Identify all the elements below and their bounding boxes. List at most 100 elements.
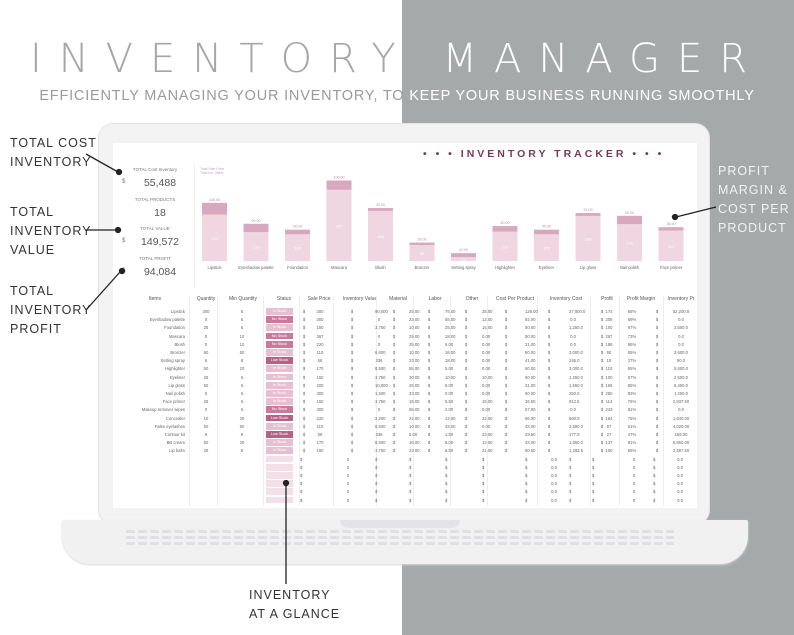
bar-top-label: 50.00 bbox=[542, 225, 551, 229]
status-badge: In Stock bbox=[266, 349, 293, 356]
table-row[interactable]: Mascara 0 10 No Stock $367 $0 $25.00 $18.00 $0.0… bbox=[125, 332, 697, 341]
table-cell: 81% bbox=[627, 407, 637, 413]
profit-chart: Total Sale Price Total Inv. Value 126.00… bbox=[197, 165, 697, 275]
table-row[interactable]: Eyeshadow palette 0 5 No Stock $300 $0 $23.00 $… bbox=[125, 316, 697, 324]
table-cell: 25.00 bbox=[445, 325, 456, 331]
table-cell: 560.0 bbox=[569, 415, 580, 421]
table-cell: $ bbox=[392, 317, 396, 323]
table-cell: 52,200.0 bbox=[672, 309, 690, 314]
table-row-empty[interactable]: $ $ $ $ $ $ $ $ $0 0.0 0 0.0 bbox=[125, 488, 697, 496]
callout-total-cost: TOTAL COST INVENTORY bbox=[10, 134, 97, 172]
table-row[interactable]: BB cream 50 20 In Stock $170 $8,500 $16.00 $5.0… bbox=[125, 439, 697, 447]
table-row[interactable]: False eyelashes 60 50 In Stock $110 $6,600 $10… bbox=[125, 422, 697, 431]
callout-line: MARGIN & bbox=[718, 183, 788, 197]
table-row[interactable]: Blush 0 10 No Stock $220 $0 $25.00 $6.00 $0.00 $3… bbox=[125, 340, 697, 349]
table-cell: 150 bbox=[316, 374, 324, 380]
table-cell: 100 bbox=[605, 448, 613, 454]
table-row[interactable]: Lipstick 300 5 In Stock $300 $90,000 $25.00 $75… bbox=[125, 308, 697, 316]
table-cell: 65% bbox=[627, 366, 637, 372]
table-cell: $ bbox=[655, 374, 659, 380]
table-cell: $ bbox=[350, 448, 354, 454]
table-cell: $ bbox=[350, 309, 354, 314]
table-row-empty[interactable]: $ $ $ $ $ $ $ $ $0 0.0 0 0.0 bbox=[125, 496, 697, 505]
table-cell: 25 bbox=[203, 399, 209, 405]
table-cell: 4,020.00 bbox=[672, 423, 690, 429]
table-cell: 25.00 bbox=[409, 309, 420, 314]
table-row[interactable]: Setting spray 6 8 Low Stock $56 $336 $23.00 $18… bbox=[125, 357, 697, 365]
table-row[interactable]: Makeup remover wipes 0 5 No Stock $300 $0 $55.… bbox=[125, 406, 697, 414]
table-row[interactable]: Bronzer 60 50 In Stock $110 $6,600 $10.00 $16.0… bbox=[125, 349, 697, 357]
table-cell: $ bbox=[504, 333, 508, 339]
column-divider bbox=[487, 296, 488, 506]
table-row[interactable]: Foundation 25 5 In Stock $150 $3,750 $10.00 $25… bbox=[125, 324, 697, 332]
page-subtitle: EFFICIENTLY MANAGING YOUR INVENTORY, TO … bbox=[0, 88, 794, 104]
kpi-total-value: TOTAL VALUE $ 149,572 bbox=[116, 224, 195, 258]
table-cell: 150 bbox=[316, 399, 324, 405]
kpi-value: 94,084 bbox=[143, 266, 177, 278]
table-cell: $ bbox=[300, 497, 303, 503]
table-cell: 50.00 bbox=[525, 391, 536, 396]
table-cell: 0.0 bbox=[678, 333, 684, 339]
table-row-empty[interactable]: $ $ $ $ $ $ $ $ $0 0.0 0 0.0 bbox=[125, 463, 697, 472]
table-cell: 85% bbox=[627, 382, 637, 388]
table-row[interactable]: Lip gloss 50 5 In Stock $200 $10,000 $25.00 $6.… bbox=[125, 381, 697, 390]
table-cell: $ bbox=[600, 391, 604, 396]
table-row[interactable]: Highlighter 50 20 In Stock $170 $8,500 $55.00 $… bbox=[125, 365, 697, 373]
table-cell: $ bbox=[409, 464, 412, 470]
table-cell: 164 bbox=[605, 415, 613, 421]
table-cell: 2.00 bbox=[445, 407, 454, 413]
table-cell: 50.50 bbox=[525, 448, 536, 454]
table-cell: 137 bbox=[605, 440, 613, 446]
table-cell: $ bbox=[445, 464, 448, 470]
table-cell: 159.00 bbox=[674, 432, 688, 437]
table-row-empty[interactable]: $ $ $ $ $ $ $ $ $0 0.0 0 0.0 bbox=[125, 472, 697, 480]
status-badge bbox=[266, 488, 293, 496]
category-label: Nail polish bbox=[620, 265, 640, 270]
table-cell: $ bbox=[427, 423, 431, 429]
table-cell: $ bbox=[427, 333, 431, 339]
kpi-label: TOTAL PROFIT bbox=[139, 256, 171, 261]
bar-profit bbox=[575, 215, 601, 261]
category-label: Highlighter bbox=[495, 265, 516, 270]
bar-value-label: 15 bbox=[461, 257, 466, 262]
table-cell: $ bbox=[600, 415, 604, 421]
column-header: Inventory Pr bbox=[667, 296, 695, 302]
table-cell: $ bbox=[445, 481, 448, 487]
table-cell: 67% bbox=[627, 325, 637, 331]
table-cell: $ bbox=[427, 391, 431, 396]
table-cell: $ bbox=[464, 333, 468, 339]
table-cell: 0.0 bbox=[570, 341, 576, 347]
table-cell: 0.00 bbox=[445, 391, 454, 396]
table-cell: $ bbox=[464, 432, 468, 437]
bar-cost bbox=[368, 207, 393, 211]
table-cell: $ bbox=[600, 423, 604, 429]
table-cell: 0 bbox=[346, 473, 350, 478]
table-row-empty[interactable]: $ $ $ $ $ $ $ $ $0 0.0 0 0.0 bbox=[125, 455, 697, 464]
table-cell: $ bbox=[547, 382, 551, 388]
table-cell: $ bbox=[392, 366, 396, 372]
table-row[interactable]: Face primer 25 5 In Stock $150 $3,750 $16.00 $5… bbox=[125, 398, 697, 406]
callout-total-value: TOTAL INVENTORY VALUE bbox=[10, 203, 91, 260]
table-cell: $ bbox=[392, 350, 396, 355]
table-cell: 75.00 bbox=[445, 309, 456, 314]
table-cell: $ bbox=[300, 456, 303, 462]
table-cell: 2,500.0 bbox=[674, 325, 688, 331]
bar-profit bbox=[492, 231, 518, 261]
table-row[interactable]: Nail polish 5 5 In Stock $300 $1,500 $33.00 $0.… bbox=[125, 390, 697, 398]
table-row[interactable]: Eyeliner 25 5 In Stock $150 $3,750 $30.00 $10.0… bbox=[125, 373, 697, 382]
table-cell: 0 bbox=[377, 407, 381, 413]
table-row[interactable]: Contour kit 6 8 Low Stock $56 $336 $5.00 $1.50 $… bbox=[125, 431, 697, 439]
table-cell: $ bbox=[409, 497, 412, 503]
table-cell: 10 bbox=[239, 341, 245, 347]
table-cell: $ bbox=[569, 464, 572, 470]
table-cell: 300 bbox=[316, 391, 324, 396]
table-row[interactable]: Lip balm 25 5 In Stock $150 $3,750 $23.00 $6.50… bbox=[125, 447, 697, 455]
table-cell: 300 bbox=[316, 407, 324, 413]
bar-value-label: 267 bbox=[336, 223, 343, 228]
table-row[interactable]: Concealer 10 20 Low Stock $220 $2,200 $22.00 $1… bbox=[125, 414, 697, 423]
table-cell: $ bbox=[655, 366, 659, 372]
table-cell: 0.0 bbox=[678, 407, 684, 413]
table-cell: $ bbox=[600, 309, 604, 314]
table-cell: 25.00 bbox=[409, 333, 420, 339]
table-row-empty[interactable]: $ $ $ $ $ $ $ $ $0 0.0 0 0.0 bbox=[125, 480, 697, 488]
